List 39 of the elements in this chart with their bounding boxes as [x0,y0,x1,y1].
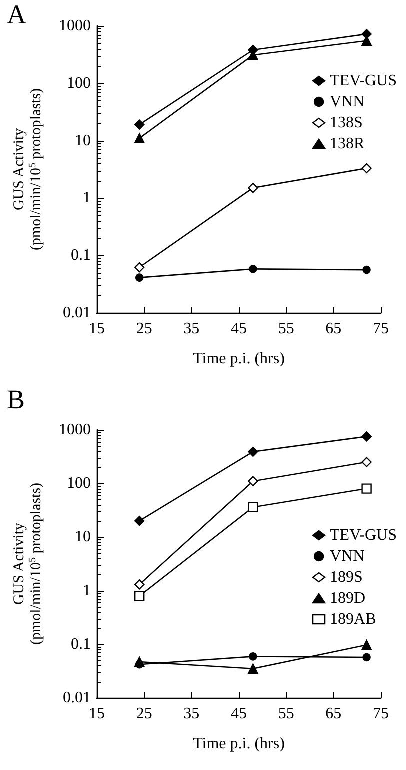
x-tick-label: 45 [231,706,247,722]
chart-title: B [7,384,26,414]
x-tick-label: 15 [89,706,105,722]
y-tick-label: 100 [67,475,91,492]
y-tick-label: 0.1 [71,247,91,264]
legend-label: VNN [330,94,366,110]
chart-title: A [7,0,27,30]
legend-label: TEV-GUS [330,527,397,544]
x-tick-label: 65 [326,320,342,338]
y-tick-label: 0.01 [63,690,91,706]
y-tick-label: 1000 [59,422,91,438]
legend-label: 189AB [330,611,376,628]
legend-label: 189D [330,590,366,607]
x-tick-label: 35 [184,320,200,338]
legend-label: 189S [330,569,363,586]
legend-label: 138R [330,136,366,152]
x-tick-label: 25 [136,706,152,722]
x-tick-label: 25 [136,320,152,338]
y-tick-label: 10 [75,132,91,150]
x-tick-label: 75 [373,706,389,722]
legend-label: TEV-GUS [330,72,397,90]
legend-label: 138S [330,114,363,132]
y-tick-label: 10 [75,528,91,546]
y-tick-label: 100 [67,74,91,92]
x-tick-label: 45 [231,320,247,338]
x-tick-label: 55 [278,706,294,722]
x-axis-title: Time p.i. (hrs) [193,350,285,368]
x-tick-label: 75 [373,320,389,338]
y-tick-label: 1000 [59,18,91,34]
y-tick-label: 0.01 [63,304,91,322]
x-axis-title: Time p.i. (hrs) [193,736,285,752]
y-tick-label: 1 [83,582,91,600]
y-tick-label: 0.1 [71,636,91,653]
x-tick-label: 55 [278,320,294,338]
x-tick-label: 35 [184,706,200,722]
y-tick-label: 1 [83,190,91,207]
x-tick-label: 65 [326,706,342,722]
legend-label: VNN [330,548,366,565]
x-tick-label: 15 [89,320,105,338]
